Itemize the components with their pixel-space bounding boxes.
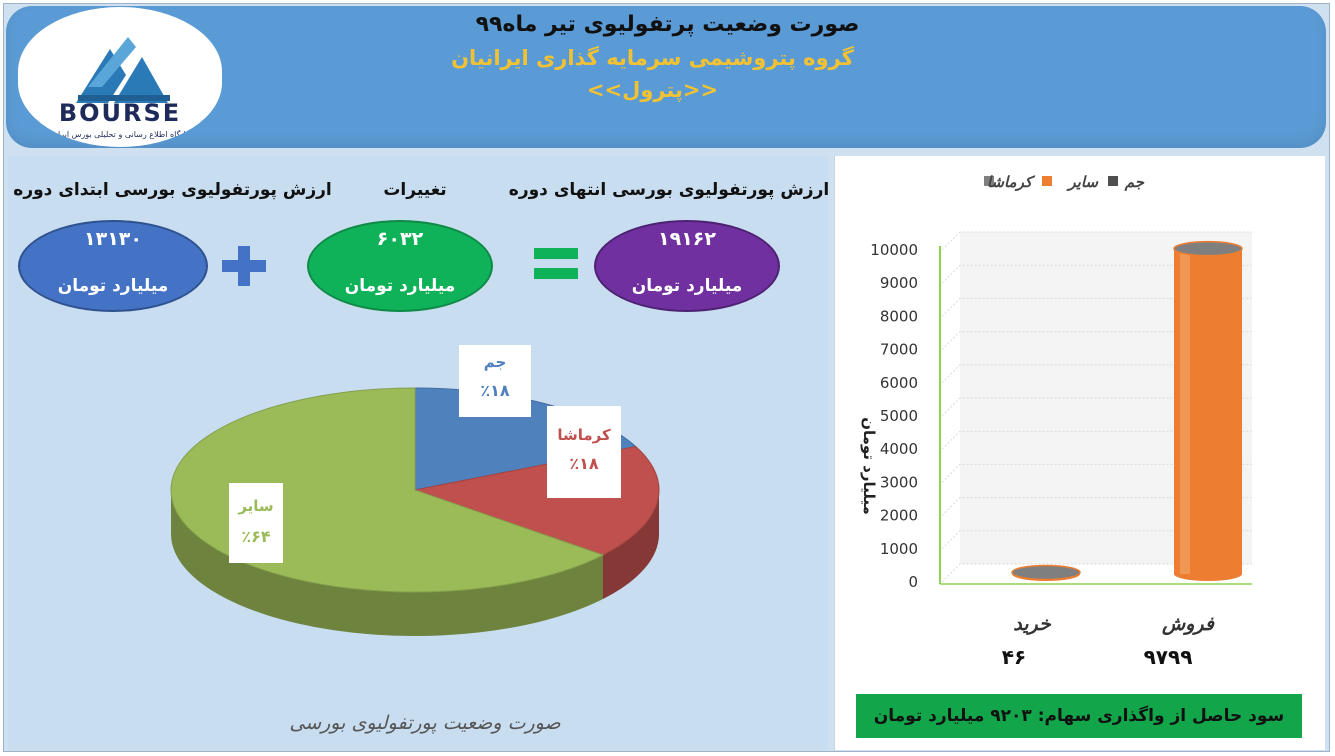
y-tick-label: 1000 [880,540,918,558]
y-tick-label: 6000 [880,374,918,392]
equals-icon [534,248,578,279]
y-tick-label: 8000 [880,307,918,325]
category-value-buy: ۴۶ [1002,645,1026,669]
bar-buy [1011,564,1081,581]
grid-line [941,231,1252,251]
legend-swatch-kermashah [984,176,994,186]
pie-label-sayer-name: سایر [238,497,274,515]
y-tick-label: 0 [908,573,918,591]
pie-caption: صورت وضعیت پورتفولیوی بورسی [289,712,561,734]
page-subtitle: گروه پتروشیمی سرمایه گذاری ایرانیان [451,46,854,70]
end-period-label: ارزش پورتفولیوی بورسی انتهای دوره [508,180,830,200]
y-tick-label: 2000 [880,507,918,525]
bourse-logo: BOURSE پایگاه اطلاع رسانی و تحلیلی بورس … [18,7,222,147]
grid-line [941,264,1252,284]
change-value: ۶۰۳۲ [376,228,424,250]
pie-label-sayer: سایر ٪۶۴ [229,483,283,563]
y-tick-label: 4000 [880,440,918,458]
change-label: تغییرات [383,180,447,200]
change-value-oval: ۶۰۳۲ میلیارد تومان [307,220,493,312]
legend-swatch-sayer [1042,176,1052,186]
bar-sell [1173,240,1243,581]
y-tick-label: 10000 [870,241,918,259]
start-value-oval: ۱۳۱۳۰ میلیارد تومان [18,220,208,312]
grid-line [941,297,1252,317]
bar-chart: کرماشا سایر جم 0 1000 2000 3000 4000 5000 6000… [860,173,1252,669]
change-unit: میلیارد تومان [344,276,456,296]
grid-line [941,331,1252,350]
bar-buy-cap [1011,564,1081,581]
grid-line [941,364,1252,384]
y-tick-label: 9000 [880,274,918,292]
plus-icon [222,246,266,286]
end-value-oval: ۱۹۱۶۲ میلیارد تومان [594,220,780,312]
pie-label-sayer-value: ٪۶۴ [241,527,271,546]
end-value: ۱۹۱۶۲ [658,228,716,250]
pie-slice-kermashah-side [603,490,659,600]
grid-line [941,497,1252,516]
legend-kermashah: کرماشا [987,173,1036,191]
y-tick-label: 7000 [880,341,918,359]
pie-label-gem: جم ٪۱۸ [459,345,531,417]
y-tick-label: 3000 [880,473,918,491]
pie-slice-sayer-side [171,490,604,636]
grid-line [941,530,1252,550]
page-title: صورت وضعیت پرتفولیوی تیر ماه۹۹ [475,12,860,37]
pie-label-gem-name: جم [483,353,507,371]
end-unit: میلیارد تومان [631,276,743,296]
category-label-buy: خرید [1013,613,1052,635]
pie-label-kermashah-value: ٪۱۸ [569,454,599,473]
start-value: ۱۳۱۳۰ [84,228,142,250]
pie-label-kermashah-name: کرماشا [557,426,611,444]
profit-banner: سود حاصل از واگذاری سهام: ۹۲۰۳ میلیارد ت… [856,694,1302,738]
category-value-sell: ۹۷۹۹ [1144,645,1193,669]
chart-legend: کرماشا سایر جم [984,173,1145,191]
logo-brand: BOURSE [59,99,181,127]
logo-tagline: پایگاه اطلاع رسانی و تحلیلی بورس ایران [52,129,188,139]
legend-sayer: سایر [1066,173,1099,191]
y-axis-label: میلیارد تومان [860,417,878,515]
grid-line [941,563,1252,583]
legend-swatch-gem [1108,176,1118,186]
pie-label-gem-value: ٪۱۸ [480,381,510,400]
start-period-label: ارزش پورتفولیوی بورسی ابتدای دوره [13,180,332,200]
ticker-label: <<پترول>> [586,78,719,102]
bar-sell-body [1174,248,1242,581]
grid-line [941,463,1252,483]
pie-label-kermashah: کرماشا ٪۱۸ [547,406,621,498]
header-banner [6,6,1326,148]
bar-sell-cap [1173,240,1243,257]
y-tick-label: 5000 [880,407,918,425]
legend-gem: جم [1124,173,1145,191]
grid-line [941,397,1252,417]
category-label-sell: فروش [1161,613,1215,635]
start-unit: میلیارد تومان [57,276,169,296]
grid-line [941,430,1252,450]
